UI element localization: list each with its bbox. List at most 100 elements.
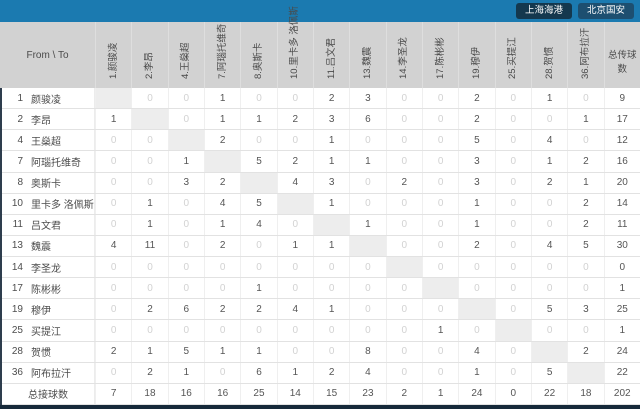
player-name: 李昂	[31, 115, 51, 127]
row-label: 17 陈彬彬	[2, 278, 95, 299]
matrix-cell: 1	[131, 193, 167, 214]
row-total-cell: 23	[349, 383, 385, 404]
matrix-cell: 6	[240, 362, 276, 383]
matrix-cell: 6	[349, 109, 385, 130]
table-row-player-8: 8 奥斯卡 0 0 3 2 4 3 0 2 0 3 0 2 1 20	[2, 172, 640, 194]
column-header-9: 14.李圣龙	[385, 22, 422, 88]
matrix-cell: 1	[312, 299, 349, 320]
row-total-cell: 18	[131, 383, 167, 404]
column-header-7: 11.吕文君	[312, 22, 349, 88]
row-total-cell: 18	[567, 383, 603, 404]
matrix-cell: 0	[494, 109, 531, 130]
column-header-label: 17.陈彬彬	[434, 37, 446, 79]
column-header-label: 11.吕文君	[325, 37, 337, 79]
table-row-player-36: 36 阿布拉汗 0 2 1 0 6 1 2 4 0 0 1 0 5 22	[2, 362, 640, 384]
matrix-cell: 0	[567, 320, 603, 341]
matrix-cell: 3	[312, 109, 349, 130]
matrix-cell: 0	[421, 235, 458, 256]
matrix-cell: 0	[95, 299, 131, 320]
table-row-player-17: 17 陈彬彬 0 0 0 0 1 0 0 0 0 0 0 0 0 1	[2, 278, 640, 300]
matrix-cell: 3	[567, 299, 603, 320]
row-total-cell: 15	[312, 383, 349, 404]
matrix-cell: 0	[95, 362, 131, 383]
matrix-cell: 2	[203, 235, 240, 256]
player-name: 魏震	[31, 242, 51, 254]
matrix-cell: 1	[131, 214, 167, 235]
matrix-cell: 0	[494, 193, 531, 214]
matrix-cell: 0	[131, 172, 167, 193]
matrix-cell: 0	[276, 88, 313, 109]
matrix-cell: 1	[349, 214, 385, 235]
matrix-cell: 0	[530, 109, 567, 130]
row-total-cell: 20	[603, 172, 640, 193]
team-button-shanghai-port[interactable]: 上海海港	[515, 3, 572, 19]
matrix-cell: 3	[167, 172, 204, 193]
diagonal-cell	[530, 341, 568, 362]
matrix-cell: 0	[167, 214, 204, 235]
player-name: 奥斯卡	[31, 179, 61, 191]
matrix-cell: 2	[131, 299, 167, 320]
column-header-label: 14.李圣龙	[398, 37, 410, 79]
player-number: 13	[11, 240, 23, 252]
matrix-cell: 0	[240, 235, 276, 256]
row-total-cell: 24	[458, 383, 494, 404]
matrix-cell: 0	[385, 214, 422, 235]
matrix-cell: 1	[203, 88, 240, 109]
matrix-cell: 1	[421, 320, 458, 341]
player-name: 里卡多 洛佩斯	[31, 200, 94, 212]
player-name: 穆伊	[31, 305, 51, 317]
matrix-cell: 0	[312, 341, 349, 362]
matrix-cell: 0	[494, 341, 531, 362]
matrix-cell: 1	[458, 193, 494, 214]
row-label: 19 穆伊	[2, 299, 95, 320]
total-passes-header-cell: 总传球数	[603, 22, 640, 88]
matrix-cell: 1	[312, 193, 349, 214]
row-label: 11 吕文君	[2, 214, 95, 235]
matrix-cell: 0	[530, 214, 567, 235]
matrix-cell: 0	[203, 320, 240, 341]
matrix-cell: 0	[385, 320, 422, 341]
matrix-cell: 0	[494, 235, 531, 256]
matrix-cell: 0	[276, 341, 313, 362]
matrix-cell: 0	[95, 320, 131, 341]
player-number: 7	[17, 155, 23, 167]
table-row-player-1: 1 颜骏凌 0 0 1 0 0 2 3 0 0 2 0 1 0 9	[2, 88, 640, 110]
diagonal-cell	[494, 320, 531, 341]
matrix-cell: 0	[421, 362, 458, 383]
matrix-cell: 0	[203, 278, 240, 299]
matrix-cell: 0	[421, 130, 458, 151]
team-button-beijing-guoan[interactable]: 北京国安	[577, 3, 634, 19]
column-header-12: 25.买提江	[494, 22, 531, 88]
diagonal-cell	[312, 214, 350, 235]
diagonal-cell	[167, 130, 204, 151]
matrix-cell: 2	[276, 151, 313, 172]
matrix-cell: 0	[421, 299, 458, 320]
matrix-cell: 4	[240, 214, 276, 235]
matrix-cell: 2	[131, 362, 167, 383]
row-label: 28 贺惯	[2, 341, 95, 362]
matrix-cell: 0	[385, 151, 422, 172]
matrix-cell: 0	[530, 193, 567, 214]
player-number: 36	[11, 367, 23, 379]
matrix-cell: 2	[458, 109, 494, 130]
matrix-cell: 0	[131, 278, 167, 299]
matrix-cell: 1	[167, 362, 204, 383]
row-total-cell: 9	[603, 88, 640, 109]
row-label: 8 奥斯卡	[2, 172, 95, 193]
matrix-cell: 2	[567, 214, 603, 235]
diagonal-cell	[203, 151, 241, 172]
matrix-cell: 2	[385, 172, 422, 193]
row-total-cell: 1	[603, 320, 640, 341]
column-header-label: 2.李昂	[143, 52, 155, 79]
matrix-cell: 4	[530, 130, 567, 151]
matrix-cell: 2	[276, 109, 313, 130]
matrix-cell: 6	[167, 299, 204, 320]
diagonal-cell	[276, 193, 313, 214]
matrix-cell: 0	[567, 278, 603, 299]
matrix-cell: 0	[421, 341, 458, 362]
diagonal-cell	[567, 362, 604, 383]
matrix-cell: 4	[530, 235, 567, 256]
matrix-cell: 1	[349, 151, 385, 172]
player-number: 8	[17, 177, 23, 189]
player-name: 王燊超	[31, 136, 61, 148]
